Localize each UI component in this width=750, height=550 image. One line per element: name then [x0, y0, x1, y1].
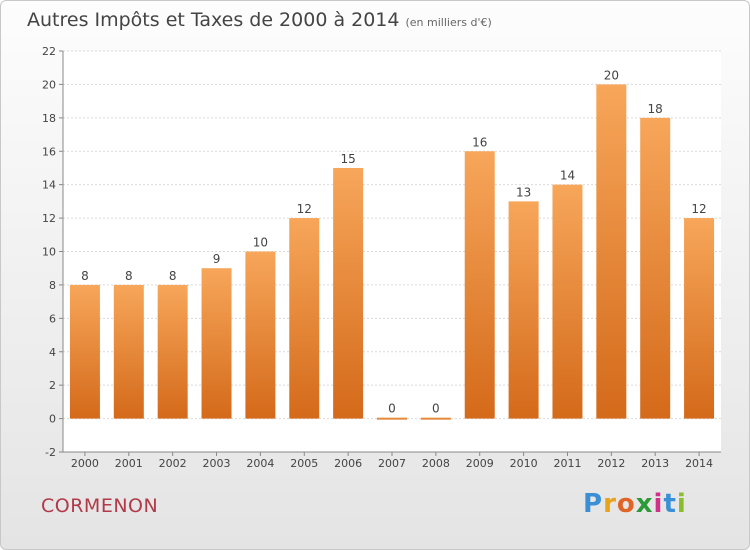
logo-letter: x [635, 489, 654, 519]
bar [245, 251, 276, 419]
data-label: 9 [213, 252, 221, 266]
y-tick-label: 20 [42, 78, 56, 91]
x-tick-label: 2007 [378, 457, 406, 470]
chart-title: Autres Impôts et Taxes de 2000 à 2014 [27, 9, 400, 31]
city-name: CORMENON [41, 495, 159, 517]
logo-letter: P [583, 489, 604, 519]
y-tick-label: 8 [49, 279, 56, 292]
x-tick-label: 2009 [466, 457, 494, 470]
x-tick-label: 2002 [159, 457, 187, 470]
data-label: 18 [648, 102, 663, 116]
bar [289, 218, 320, 419]
y-tick-label: 0 [49, 413, 56, 426]
data-label: 13 [516, 185, 531, 199]
chart-title-block: Autres Impôts et Taxes de 2000 à 2014 (en… [27, 9, 492, 31]
data-label: 14 [560, 169, 575, 183]
y-tick-label: 22 [42, 45, 56, 58]
bar [552, 184, 583, 419]
bar [201, 268, 232, 419]
x-tick-label: 2011 [553, 457, 581, 470]
data-label: 12 [691, 202, 706, 216]
data-label: 8 [81, 269, 89, 283]
x-tick-label: 2014 [685, 457, 713, 470]
bar [420, 417, 451, 420]
data-label: 10 [253, 236, 268, 250]
logo-letter: r [603, 489, 617, 519]
x-tick-label: 2003 [203, 457, 231, 470]
logo-letter: o [616, 489, 636, 519]
bar [377, 417, 407, 420]
x-tick-label: 2001 [115, 457, 143, 470]
proxiti-logo: Proxiti [583, 489, 687, 519]
y-tick-label: 6 [49, 312, 56, 325]
x-tick-label: 2006 [334, 457, 362, 470]
logo-letter: i [653, 489, 664, 519]
data-label: 8 [169, 269, 177, 283]
bar [596, 84, 627, 419]
y-tick-label: 2 [49, 379, 56, 392]
data-label: 0 [432, 402, 440, 416]
logo-letter: t [663, 489, 677, 519]
data-label: 16 [472, 135, 487, 149]
data-label: 8 [125, 269, 133, 283]
x-tick-label: 2012 [597, 457, 625, 470]
x-tick-label: 2008 [422, 457, 450, 470]
bar [69, 284, 100, 419]
y-tick-label: 16 [42, 145, 56, 158]
data-label: 15 [340, 152, 355, 166]
y-tick-label: 10 [42, 246, 56, 259]
y-tick-label: 18 [42, 112, 56, 125]
x-tick-label: 2013 [641, 457, 669, 470]
logo-letter: i [676, 489, 687, 519]
x-tick-label: 2010 [510, 457, 538, 470]
data-label: 0 [388, 402, 396, 416]
y-tick-label: -2 [45, 446, 56, 459]
x-tick-label: 2000 [71, 457, 99, 470]
y-tick-label: 4 [49, 346, 56, 359]
bar [508, 201, 539, 419]
bar [113, 284, 144, 419]
y-tick-label: 12 [42, 212, 56, 225]
chart-unit: (en milliers d'€) [405, 16, 492, 29]
x-tick-label: 2005 [290, 457, 318, 470]
bar [157, 284, 188, 419]
data-label: 12 [297, 202, 312, 216]
y-tick-label: 14 [42, 179, 56, 192]
data-label: 20 [604, 68, 619, 82]
bar [464, 151, 495, 419]
x-tick-label: 2004 [246, 457, 274, 470]
bar [684, 218, 715, 419]
bar [640, 117, 671, 419]
bar [333, 167, 364, 419]
